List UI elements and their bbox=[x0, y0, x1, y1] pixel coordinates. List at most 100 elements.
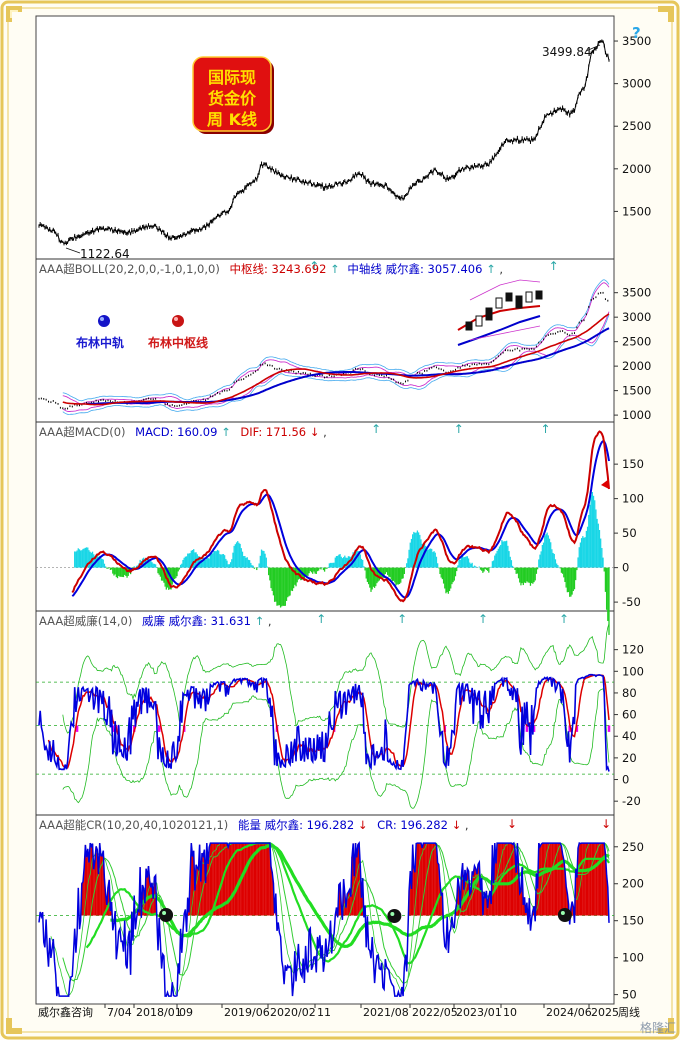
boll-panel: ↑ ↑ bbox=[38, 259, 610, 415]
cr-ball-highlight bbox=[390, 912, 395, 916]
y-tick-label: 1500 bbox=[622, 384, 651, 398]
wr-fast-line bbox=[38, 673, 610, 772]
y-tick-label: 0 bbox=[622, 561, 629, 575]
badge-line-3: 周 K线 bbox=[207, 110, 257, 129]
x-tick-label: 7/04 bbox=[107, 1006, 132, 1019]
price-low-leader bbox=[65, 247, 81, 254]
cr-header: AAA超能CR(10,20,40,1020121,1) 能量 威尔鑫: 196.… bbox=[39, 818, 469, 832]
legend-boll-pivot: 布林中枢线 bbox=[148, 335, 208, 350]
wr-panel: ↑ ↑ ↑ ↑ bbox=[36, 612, 614, 809]
cr-crossover-ball-icon bbox=[557, 908, 572, 922]
x-tick-label: 2025 bbox=[591, 1006, 619, 1019]
y-tick-label: 50 bbox=[622, 526, 637, 540]
y-tick-label: 3000 bbox=[622, 77, 651, 91]
boll-outer-lower bbox=[62, 314, 610, 415]
help-icon[interactable]: ? bbox=[632, 24, 641, 42]
inset-upper bbox=[469, 279, 541, 301]
signal-arrow-icon: ↑ bbox=[540, 422, 550, 436]
x-tick-label: 2024/06 bbox=[546, 1006, 592, 1019]
price-panel bbox=[38, 39, 610, 246]
boll-header: AAA超BOLL(20,2,0,0,-1,0,1,0,0) 中枢线: 3243.… bbox=[39, 262, 503, 276]
boll-pivot-line bbox=[62, 313, 610, 406]
y-tick-label: 1500 bbox=[622, 204, 651, 218]
macd-dif-arrow: ↓ bbox=[310, 425, 320, 439]
x-tick-label: 2023/01 bbox=[456, 1006, 502, 1019]
x-tick-label: 2018/01 bbox=[136, 1006, 182, 1019]
inset-candle bbox=[535, 290, 543, 300]
cr-energy-arrow: ↓ bbox=[358, 818, 368, 832]
cr-line bbox=[38, 840, 610, 997]
x-tick-label: 2021/08 bbox=[363, 1006, 409, 1019]
signal-arrow-icon: ↓ bbox=[507, 817, 517, 831]
macd-dif-value: DIF: 171.56 bbox=[240, 425, 306, 439]
boll-tail: , bbox=[499, 262, 503, 276]
price-high-leader bbox=[585, 44, 601, 52]
cr-value: CR: 196.282 bbox=[377, 818, 448, 832]
y-axis-ticks: 3500300025002000150035003000250020001500… bbox=[614, 34, 651, 1002]
corner-ornament-tl bbox=[6, 6, 22, 22]
macd-arrow: ↑ bbox=[221, 425, 231, 439]
signal-arrow-icon: ↑ bbox=[549, 259, 559, 273]
macd-tail: , bbox=[323, 425, 327, 439]
plot-area bbox=[35, 15, 615, 1005]
x-tick-label: 威尔鑫咨询 bbox=[38, 1005, 93, 1019]
y-tick-label: 20 bbox=[622, 751, 637, 765]
corner-ornament-tr bbox=[658, 6, 674, 22]
inset-candle bbox=[485, 307, 493, 321]
cr-crossover-ball-icon bbox=[387, 909, 402, 923]
boll-axis-arrow: ↑ bbox=[486, 262, 496, 276]
macd-value: MACD: 160.09 bbox=[135, 425, 217, 439]
x-tick-label: 09 bbox=[179, 1006, 193, 1019]
signal-arrow-icon: ↑ bbox=[309, 259, 319, 273]
inset-candle bbox=[505, 292, 513, 302]
boll-legend: 布林中轨 布林中枢线 bbox=[76, 315, 208, 350]
legend-blue-dot-icon bbox=[98, 315, 110, 327]
y-tick-label: 200 bbox=[622, 877, 644, 891]
y-tick-label: 3500 bbox=[622, 34, 651, 48]
signal-arrow-icon: ↑ bbox=[559, 612, 569, 626]
y-tick-label: 2500 bbox=[622, 119, 651, 133]
watermark-text: 格隆汇 bbox=[640, 1020, 676, 1035]
corner-ornament-bl bbox=[6, 1018, 22, 1034]
boll-outer-upper bbox=[62, 279, 610, 402]
inset-candle bbox=[525, 291, 533, 303]
signal-arrow-icon: ↑ bbox=[454, 422, 464, 436]
y-tick-label: 60 bbox=[622, 708, 637, 722]
signal-arrow-icon: ↑ bbox=[478, 612, 488, 626]
inset-mid-line bbox=[457, 315, 541, 346]
cr-crossover-ball-icon bbox=[159, 908, 174, 922]
y-tick-label: 100 bbox=[622, 951, 644, 965]
inner-frame bbox=[7, 7, 673, 1033]
y-tick-label: 100 bbox=[622, 664, 644, 678]
x-tick-label: 10 bbox=[503, 1006, 517, 1019]
cr-ma60-line bbox=[110, 843, 610, 949]
y-tick-label: 3000 bbox=[622, 310, 651, 324]
inset-lower bbox=[469, 325, 541, 341]
price-line bbox=[38, 40, 610, 245]
wr-tail: , bbox=[268, 614, 272, 628]
y-tick-label: 0 bbox=[622, 773, 629, 787]
signal-arrow-icon: ↑ bbox=[397, 612, 407, 626]
cr-ball-highlight bbox=[560, 911, 565, 915]
y-tick-label: 3500 bbox=[622, 286, 651, 300]
cr-energy-value: 能量 威尔鑫: 196.282 bbox=[238, 818, 354, 832]
wr-title: AAA超威廉(14,0) bbox=[39, 614, 132, 628]
y-tick-label: 2000 bbox=[622, 359, 651, 373]
y-tick-label: 150 bbox=[622, 914, 644, 928]
signal-arrow-icon: ↓ bbox=[601, 817, 611, 831]
macd-dea-line bbox=[71, 439, 610, 599]
y-tick-label: 1000 bbox=[622, 408, 651, 422]
y-tick-label: 100 bbox=[622, 492, 644, 506]
x-tick-label: 周线 bbox=[618, 1005, 640, 1019]
macd-header: AAA超MACD(0) MACD: 160.09 ↑ DIF: 171.56 ↓… bbox=[39, 425, 327, 439]
inset-candle bbox=[465, 321, 473, 331]
inset-candle bbox=[495, 297, 503, 309]
signal-arrow-icon: ↑ bbox=[371, 422, 381, 436]
corner-ornament-br bbox=[658, 1018, 674, 1034]
macd-end-marker-icon bbox=[601, 479, 609, 490]
price-low-label: 1122.64 bbox=[80, 247, 130, 261]
boll-mid-value: 中枢线: 3243.692 bbox=[229, 262, 326, 276]
inset-candle bbox=[515, 295, 523, 309]
legend-boll-mid: 布林中轨 bbox=[76, 335, 124, 350]
